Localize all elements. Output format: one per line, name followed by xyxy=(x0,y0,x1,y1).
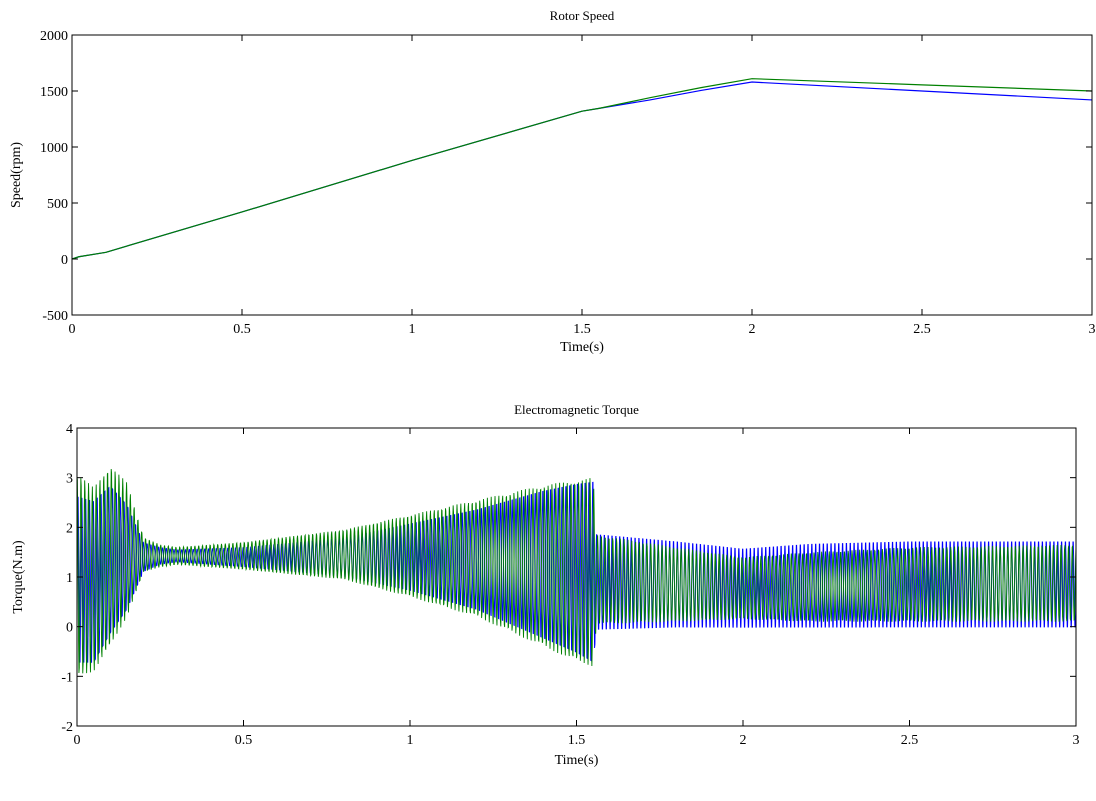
x-tick-label: 1 xyxy=(407,733,414,748)
y-tick-label: 3 xyxy=(66,472,73,487)
plot-area xyxy=(72,78,1092,260)
y-tick-label: -2 xyxy=(61,720,73,735)
x-tick-label: 3 xyxy=(1089,322,1096,337)
x-tick-label: 0.5 xyxy=(233,322,251,337)
y-tick-label: 4 xyxy=(66,422,73,437)
x-tick-label: 2.5 xyxy=(913,322,931,337)
x-tick-label: 0 xyxy=(69,322,76,337)
series-line-2 xyxy=(72,78,1092,260)
series-line-2 xyxy=(77,469,1076,674)
y-tick-label: -1 xyxy=(61,670,73,685)
y-tick-label: -500 xyxy=(42,309,68,324)
y-axis-label: Torque(N.m) xyxy=(11,540,26,614)
x-tick-label: 0.5 xyxy=(235,733,253,748)
x-tick-label: 0 xyxy=(74,733,81,748)
y-tick-label: 1000 xyxy=(40,141,68,156)
y-tick-label: 2 xyxy=(66,521,73,536)
x-tick-label: 2 xyxy=(749,322,756,337)
x-tick-label: 2.5 xyxy=(901,733,919,748)
x-axis-label: Time(s) xyxy=(555,753,599,768)
y-tick-label: 1 xyxy=(66,571,73,586)
x-tick-label: 2 xyxy=(740,733,747,748)
x-tick-label: 1.5 xyxy=(573,322,591,337)
x-tick-label: 1 xyxy=(409,322,416,337)
x-axis-label: Time(s) xyxy=(560,340,604,355)
axes-box xyxy=(71,34,1093,316)
x-tick-label: 1.5 xyxy=(568,733,586,748)
series-line-1 xyxy=(72,81,1092,260)
chart-title: Rotor Speed xyxy=(550,8,615,23)
chart-2: 0 0.5 1 1.5 2 2.5 3 -2 -1 0 1 2 3 4 Electromagnetic To… xyxy=(11,402,1080,768)
plot-area xyxy=(77,469,1076,674)
y-tick-label: 2000 xyxy=(40,29,68,44)
y-tick-label: 1500 xyxy=(40,85,68,100)
x-tick-label: 3 xyxy=(1073,733,1080,748)
y-tick-label: 500 xyxy=(47,197,68,212)
y-tick-label: 0 xyxy=(61,253,68,268)
chart-title: Electromagnetic Torque xyxy=(514,402,639,417)
y-tick-label: 0 xyxy=(66,621,73,636)
y-axis-label: Speed(rpm) xyxy=(9,142,24,208)
